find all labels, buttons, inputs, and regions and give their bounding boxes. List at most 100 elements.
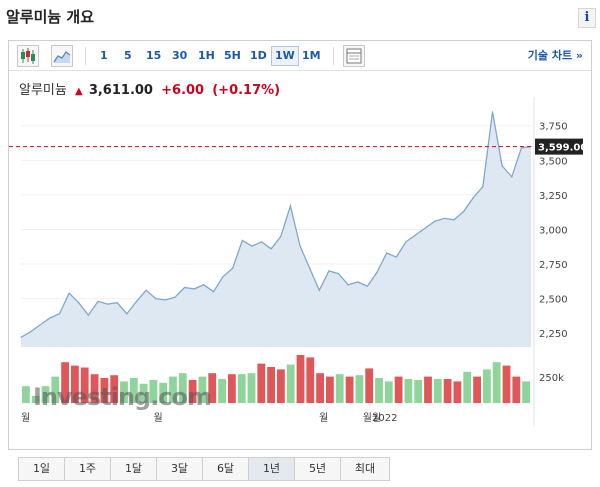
interval-button-1[interactable]: 1 xyxy=(100,49,108,62)
time-range-selector: 1일 1주 1달 3달 6달 1년 5년 최대 xyxy=(18,457,390,481)
technical-chart-link[interactable]: 기술 차트 » xyxy=(527,49,583,62)
price-point xyxy=(203,284,205,286)
volume-bar xyxy=(375,378,383,403)
volume-bar xyxy=(100,378,109,403)
x-tick-label: 월 xyxy=(363,412,372,424)
volume-bar xyxy=(522,381,530,403)
volume-bar xyxy=(149,380,158,403)
x-tick-label: 월 xyxy=(21,412,30,424)
area-chart-icon[interactable] xyxy=(51,45,73,67)
price-chart[interactable]: 3,750 3,500 3,250 3,000 2,750 2,500 2,250 3,599… xyxy=(9,97,591,427)
price-change-percent: (+0.17%) xyxy=(212,83,281,98)
price-point xyxy=(193,288,195,290)
interval-button-1w[interactable]: 1W xyxy=(271,46,299,66)
chart-widget: 1 5 15 30 1H 5H 1D 1W 1M 기술 차트 » 알루미늄 ▲ 3,611.00… xyxy=(8,40,592,481)
volume-bar xyxy=(80,367,89,403)
quote-line: 알루미늄 ▲ 3,611.00 +6.00 (+0.17%) xyxy=(19,79,280,98)
volume-bar xyxy=(228,374,236,403)
price-point xyxy=(386,252,388,254)
interval-button-5h[interactable]: 5H xyxy=(224,49,241,62)
volume-bar xyxy=(139,383,148,403)
volume-bar xyxy=(384,381,393,403)
volume-bar xyxy=(277,369,285,403)
price-point xyxy=(241,239,243,242)
y-tick-label: 3,500 xyxy=(539,156,568,167)
y-tick-label: 3,250 xyxy=(539,191,568,202)
volume-bar xyxy=(473,376,481,403)
volume-bar xyxy=(365,368,374,403)
price-point xyxy=(357,281,359,283)
price-point xyxy=(212,291,215,293)
price-point xyxy=(78,302,80,304)
range-button-4[interactable]: 6달 xyxy=(203,458,249,480)
volume-bar xyxy=(198,376,207,403)
price-point xyxy=(328,270,330,272)
range-button-3[interactable]: 3달 xyxy=(157,458,203,480)
price-point xyxy=(414,234,417,236)
interval-button-5[interactable]: 5 xyxy=(124,49,132,62)
range-button-2[interactable]: 1달 xyxy=(111,458,157,480)
y-tick-label: 2,750 xyxy=(539,260,568,271)
volume-bar xyxy=(90,374,99,403)
candlestick-icon[interactable] xyxy=(17,45,39,67)
volume-bar xyxy=(306,357,315,403)
price-point xyxy=(395,256,397,258)
volume-bar xyxy=(345,376,354,403)
info-icon[interactable]: i xyxy=(578,8,596,28)
volume-bar xyxy=(257,363,266,403)
volume-bar xyxy=(414,380,423,403)
price-point xyxy=(39,324,41,326)
range-button-0[interactable]: 1일 xyxy=(19,458,65,480)
interval-button-1h[interactable]: 1H xyxy=(198,49,215,62)
price-point xyxy=(405,241,407,243)
x-tick-label: 2022 xyxy=(372,413,397,424)
volume-bar xyxy=(394,376,403,403)
interval-button-1m[interactable]: 1M xyxy=(302,49,321,62)
price-point xyxy=(58,313,61,315)
table-icon[interactable] xyxy=(343,45,365,67)
price-point xyxy=(30,331,32,333)
price-point xyxy=(107,303,109,305)
price-point xyxy=(366,285,368,287)
volume-bar xyxy=(492,362,501,403)
range-button-7[interactable]: 최대 xyxy=(341,458,389,480)
price-point xyxy=(453,219,455,221)
interval-button-30[interactable]: 30 xyxy=(172,49,188,62)
volume-bar xyxy=(51,376,60,403)
volume-bar xyxy=(316,373,324,403)
range-button-1[interactable]: 1주 xyxy=(65,458,111,480)
toolbar-divider xyxy=(85,47,86,65)
volume-bar xyxy=(31,395,40,403)
x-tick-label: 월 xyxy=(319,412,328,424)
price-point xyxy=(135,300,138,302)
volume-bar xyxy=(71,365,79,403)
price-change: +6.00 xyxy=(161,83,205,98)
volume-bar xyxy=(120,381,128,403)
volume-bar xyxy=(335,374,344,403)
range-button-6[interactable]: 5년 xyxy=(295,458,341,480)
price-area xyxy=(21,111,531,348)
toolbar-divider xyxy=(333,47,334,65)
price-point xyxy=(97,300,99,302)
volume-bar xyxy=(61,362,69,403)
volume-bar xyxy=(424,376,432,403)
volume-bar xyxy=(404,379,413,403)
interval-button-15[interactable]: 15 xyxy=(146,49,162,62)
price-point xyxy=(482,186,484,188)
range-button-5[interactable]: 1년 xyxy=(249,458,295,480)
price-point xyxy=(424,227,426,229)
x-tick-label: 월 xyxy=(372,412,381,424)
price-point xyxy=(270,248,272,250)
volume-bar xyxy=(355,375,364,403)
current-price-tag xyxy=(535,138,583,155)
volume-bar xyxy=(41,386,50,403)
interval-button-1d[interactable]: 1D xyxy=(250,49,267,62)
price-point xyxy=(511,176,513,178)
price-point xyxy=(261,241,263,243)
volume-bar xyxy=(237,374,246,403)
volume-bar xyxy=(286,364,295,403)
price-point xyxy=(116,302,118,304)
volume-bar xyxy=(453,381,462,403)
instrument-name: 알루미늄 xyxy=(19,83,67,98)
page-title: 알루미늄 개요 xyxy=(6,8,95,26)
